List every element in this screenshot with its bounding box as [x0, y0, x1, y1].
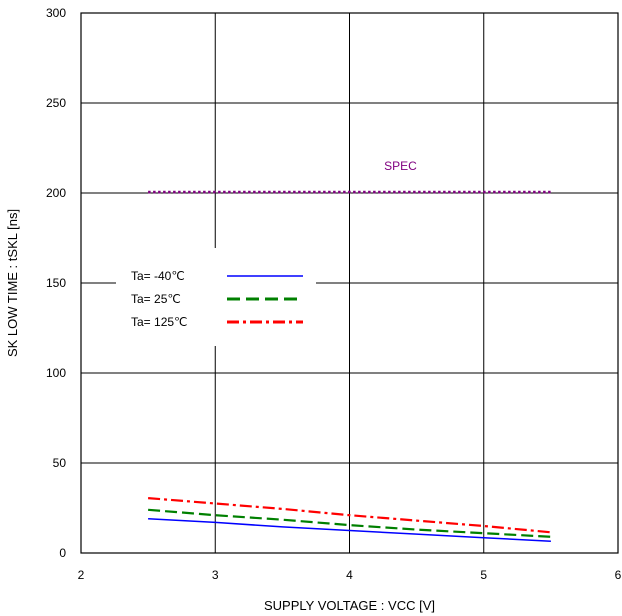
series-line [148, 497, 552, 534]
y-tick-label: 100 [46, 366, 66, 380]
y-axis-label: SK LOW TIME : tSKL [ns] [5, 209, 20, 357]
x-tick-label: 2 [78, 568, 85, 582]
x-tick-label: 4 [346, 568, 353, 582]
annotations: SPEC [384, 159, 417, 173]
y-tick-labels: 0 50 100 150 200 250 300 [46, 6, 66, 560]
x-axis-label: SUPPLY VOLTAGE : VCC [V] [264, 598, 435, 613]
x-tick-label: 5 [480, 568, 487, 582]
series-line [148, 518, 551, 543]
y-tick-label: 0 [59, 546, 66, 560]
spec-label: SPEC [384, 159, 417, 173]
y-tick-label: 250 [46, 96, 66, 110]
legend-label: Ta= 25℃ [131, 292, 181, 306]
x-tick-labels: 2 3 4 5 6 [78, 568, 622, 582]
series-lines [148, 190, 552, 543]
x-tick-label: 3 [212, 568, 219, 582]
legend: Ta= -40℃ Ta= 25℃ Ta= 125℃ [131, 269, 303, 329]
plot-frame [80, 12, 619, 554]
legend-label: Ta= -40℃ [131, 269, 185, 283]
y-tick-label: 200 [46, 186, 66, 200]
x-tick-label: 6 [615, 568, 622, 582]
y-tick-label: 50 [53, 456, 67, 470]
legend-box [116, 248, 316, 346]
legend-label: Ta= 125℃ [131, 315, 188, 329]
y-tick-label: 300 [46, 6, 66, 20]
y-tick-label: 150 [46, 276, 66, 290]
